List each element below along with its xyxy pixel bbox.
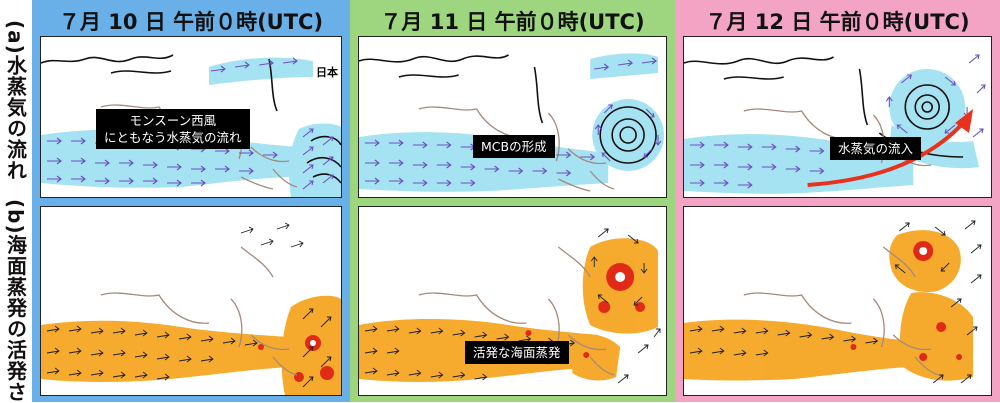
column-july-10: ７月 10 日 午前０時(UTC) [32,0,350,402]
column-title: ７月 12 日 午前０時(UTC) [705,10,970,34]
vapor-map-graphic [359,53,665,192]
vapor-map: モンスーン西風 にともなう水蒸気の流れ 日本 [40,36,342,198]
inflow-label: 水蒸気の流入 [830,137,922,160]
mcb-label: MCBの形成 [473,135,555,158]
row-label-b: (b)海面蒸発の活発さ [3,199,28,403]
evaporation-map-graphic [684,220,982,384]
evaporation-map-graphic [359,228,661,384]
evaporation-label: 活発な海面蒸発 [465,341,569,364]
monsoon-label: モンスーン西風 にともなう水蒸気の流れ [96,109,250,149]
japan-label: 日本 [316,66,338,79]
row-label-a: (a)水蒸気の流れ [3,19,28,181]
vapor-map-graphic [684,54,986,194]
evaporation-map [40,206,342,396]
column-july-11: ７月 11 日 午前０時(UTC) [350,0,675,402]
evaporation-map-graphic [41,222,341,395]
column-title: ７月 10 日 午前０時(UTC) [58,10,324,34]
column-july-12: ７月 12 日 午前０時(UTC) [675,0,1000,402]
evaporation-map: 活発な海面蒸発 [358,206,667,396]
column-title: ７月 11 日 午前０時(UTC) [380,10,645,34]
row-labels: (a)水蒸気の流れ (b)海面蒸発の活発さ [0,0,32,403]
vapor-map: 水蒸気の流入 [683,36,992,198]
vapor-map: MCBの形成 [358,36,667,198]
evaporation-map [683,206,992,396]
